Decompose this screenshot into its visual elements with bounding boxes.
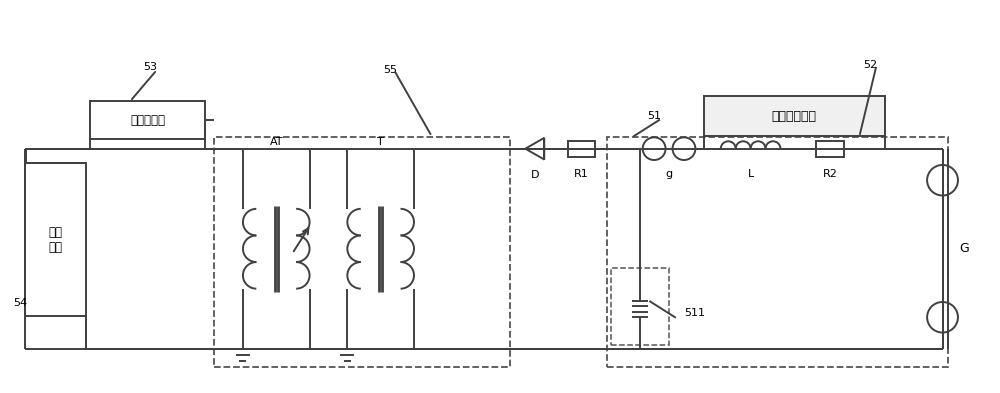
Text: G: G — [960, 242, 969, 255]
Polygon shape — [525, 138, 544, 160]
Text: 53: 53 — [143, 62, 157, 72]
Text: 54: 54 — [13, 298, 27, 309]
Bar — [214, 137, 510, 367]
Bar — [611, 268, 669, 345]
Bar — [607, 137, 948, 367]
Circle shape — [927, 302, 958, 332]
Bar — [90, 101, 205, 139]
Text: R1: R1 — [574, 169, 589, 179]
Text: 开关控制器: 开关控制器 — [130, 114, 165, 127]
Bar — [704, 96, 885, 136]
Text: AT: AT — [270, 137, 283, 147]
Bar — [568, 141, 595, 156]
Text: T: T — [377, 137, 384, 147]
Text: D: D — [531, 170, 539, 180]
Text: 511: 511 — [684, 309, 705, 318]
Text: L: L — [747, 169, 754, 179]
Text: 52: 52 — [863, 60, 877, 70]
Text: 阻抗测量模块: 阻抗测量模块 — [772, 110, 817, 123]
Text: 51: 51 — [647, 111, 661, 121]
Circle shape — [927, 165, 958, 195]
Text: 55: 55 — [384, 65, 398, 75]
Circle shape — [673, 137, 695, 160]
Circle shape — [643, 137, 666, 160]
Text: R2: R2 — [823, 169, 838, 179]
Text: g: g — [665, 169, 673, 179]
Text: 电源
模块: 电源 模块 — [48, 226, 62, 254]
Bar — [25, 163, 86, 316]
Bar — [816, 141, 844, 156]
